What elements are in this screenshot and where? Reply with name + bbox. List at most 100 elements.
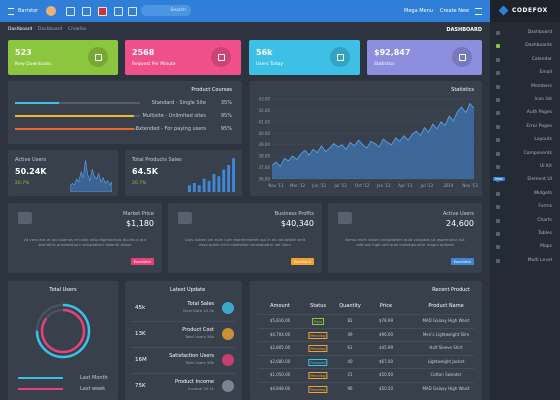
page-title: DASHBOARD <box>446 27 482 33</box>
x-tick-label: Mar '12 <box>290 183 305 188</box>
info-text: Nemo enim ipsam voluptatem quia voluptas… <box>345 237 465 247</box>
x-tick-label: Jun '12 <box>311 183 326 188</box>
chart-title: Statistics <box>451 87 474 93</box>
sidebar-item[interactable]: Forms <box>538 204 552 210</box>
y-tick-label: 36.00 <box>259 177 271 182</box>
table-cell: MAD Galaxy High Waist <box>422 318 470 323</box>
x-tick-label: Oct '12 <box>355 183 370 188</box>
sidebar-icon <box>496 138 500 143</box>
kpi-change: 20.7% <box>132 181 147 186</box>
spark-bar <box>212 174 216 192</box>
search-placeholder: Search <box>170 8 186 13</box>
sidebar-icon <box>496 245 500 250</box>
sidebar-item[interactable]: Dashboard <box>527 30 552 35</box>
progress-track <box>15 102 140 104</box>
stat-icon <box>330 47 350 67</box>
info-title: Active Users <box>442 211 474 217</box>
x-tick-label: Jul '13 <box>420 183 434 188</box>
sidebar-item[interactable]: Email <box>539 70 553 76</box>
legend-line <box>18 377 63 379</box>
divider <box>131 321 236 322</box>
sidebar-item[interactable]: UI Kit <box>539 164 552 169</box>
info-title: Market Price <box>123 211 154 217</box>
info-badge[interactable]: Excellent <box>290 258 314 265</box>
sidebar-item[interactable]: Auth Pages <box>526 110 552 116</box>
progress-label: Multisite - Unlimited sites <box>142 113 206 119</box>
update-subtitle: Income 25.1k <box>188 386 214 391</box>
breadcrumb-item[interactable]: Dashboard <box>8 27 33 32</box>
stat-label: New Downloads <box>15 62 51 67</box>
row-divider <box>258 368 474 369</box>
table-cell: Men's Lightweight Slim <box>422 331 470 337</box>
stat-icon <box>211 47 231 67</box>
table-cell: Cotton Sweater <box>430 372 462 377</box>
stat-label: Statistics <box>374 62 395 67</box>
sidebar-item[interactable]: Icon list <box>534 97 552 102</box>
info-title: Business Profits <box>274 211 314 217</box>
spark-bar <box>192 183 196 192</box>
card: 523 New Downloads <box>8 40 118 75</box>
status-badge: Shipped <box>308 358 328 366</box>
avatar[interactable] <box>46 6 56 16</box>
sidebar-item[interactable]: Layouts <box>534 137 552 143</box>
info-value: $1,180 <box>126 219 154 228</box>
hamburger[interactable] <box>475 8 482 15</box>
sidebar-icon <box>496 71 500 76</box>
y-tick-label: 39.00 <box>259 142 271 147</box>
mega-menu[interactable]: Mega Menu <box>404 8 433 14</box>
info-badge[interactable]: Excellent <box>130 258 154 265</box>
create-new[interactable]: Create New <box>440 8 470 14</box>
sparkline <box>70 160 112 192</box>
row-divider <box>258 381 474 383</box>
table-cell: $4,704.00 <box>269 331 291 337</box>
table-cell: $2,805.00 <box>269 345 291 350</box>
y-tick-label: 41.00 <box>259 119 271 124</box>
sidebar-item[interactable]: Members <box>531 83 552 89</box>
update-value: 75K <box>135 383 146 389</box>
table-cell: Lightweight Jacket <box>427 358 465 364</box>
divider <box>131 347 236 348</box>
sidebar: CODEFOX Dashboard Dashboards Calendar Email M… <box>490 0 560 400</box>
menu-button[interactable] <box>8 8 14 15</box>
card: Product Courses Standard - Single Site 35%… <box>8 81 242 144</box>
card: Business Profits $40,340 Quis autem vel eu… <box>168 203 322 273</box>
card: Market Price $1,180 At vero eos et accusam… <box>8 203 162 273</box>
card: Statistics 36.00 37.00 38.00 39.00 40.00 41.00… <box>250 81 482 196</box>
sidebar-item[interactable]: Maps <box>540 244 552 250</box>
sidebar-item[interactable]: Charts <box>537 217 552 223</box>
search-box[interactable]: Search <box>141 5 191 16</box>
sidebar-item[interactable]: Components <box>523 150 552 156</box>
info-badge[interactable]: Excellent <box>450 258 474 265</box>
user-name[interactable]: Barrstor <box>18 8 39 14</box>
stat-icon-glyph <box>337 54 344 61</box>
x-tick-label: Apr '13 <box>398 183 413 188</box>
sidebar-icon <box>496 232 500 236</box>
flag-icon[interactable] <box>98 7 107 16</box>
sidebar-item[interactable]: Error Pages <box>526 123 552 129</box>
info-icon <box>18 212 32 224</box>
sidebar-item[interactable]: Dashboards <box>525 43 552 49</box>
toolbar-icon[interactable] <box>128 7 137 16</box>
toolbar-icon[interactable] <box>82 7 91 16</box>
info-icon <box>338 212 352 224</box>
breadcrumb-item[interactable]: Dashboard <box>38 27 63 32</box>
table-cell: $45.99 <box>379 345 393 350</box>
sidebar-item[interactable]: Widgets <box>533 190 552 196</box>
table-cell: $96.00 <box>379 331 393 337</box>
column-header: Status <box>310 303 326 309</box>
sidebar-item[interactable]: Tables <box>538 231 552 236</box>
sidebar-item[interactable]: Multi Level <box>527 257 552 263</box>
sidebar-item[interactable]: Element UI <box>527 177 552 183</box>
spark-bar <box>197 185 201 192</box>
sidebar-item[interactable]: Calendar <box>531 56 552 62</box>
progress-label: Extended - For paying users <box>135 126 206 132</box>
sidebar-icon <box>496 84 500 89</box>
table-cell: Half Sleeve Shirt <box>429 345 463 350</box>
column-header: Quantity <box>339 303 361 309</box>
breadcrumb-item[interactable]: Crowfox <box>68 27 87 32</box>
sparkline <box>187 158 236 192</box>
toolbar-icon[interactable] <box>66 7 75 16</box>
toolbar-icon[interactable] <box>114 7 123 16</box>
y-tick-label: 40.00 <box>259 131 271 136</box>
area-line <box>271 102 475 168</box>
